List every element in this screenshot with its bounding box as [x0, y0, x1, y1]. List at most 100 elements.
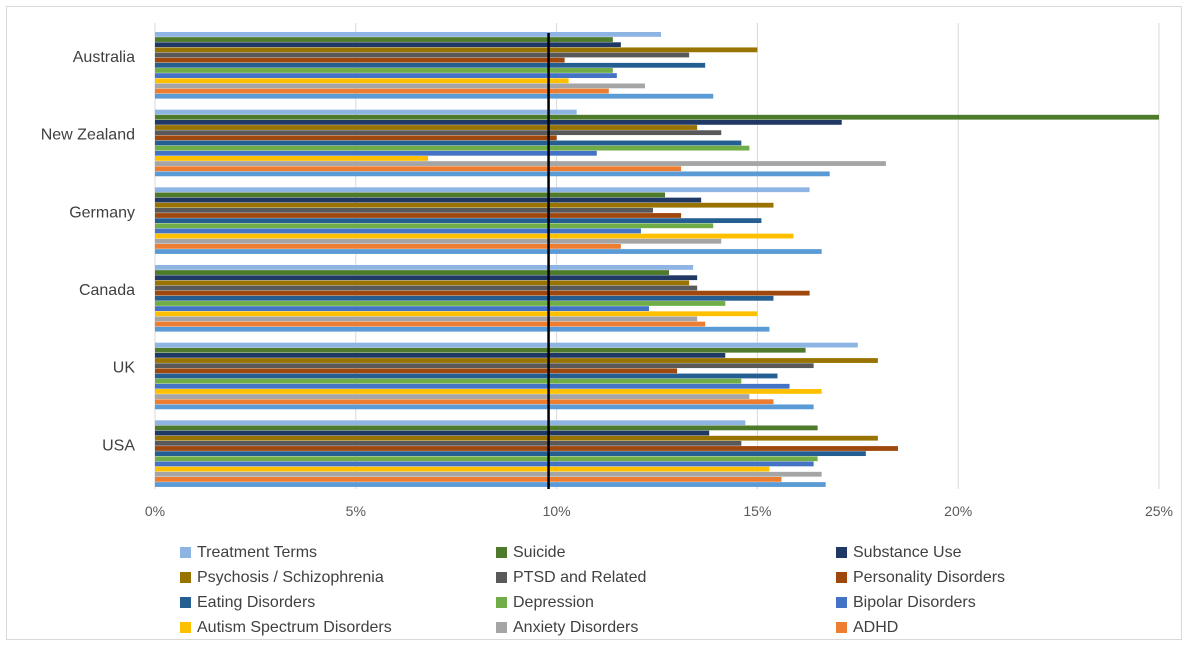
- bar: [155, 456, 818, 462]
- bar: [155, 430, 710, 436]
- legend-swatch: [496, 597, 507, 608]
- bar: [155, 466, 770, 472]
- bar: [155, 161, 886, 166]
- legend-item: ADHD: [836, 619, 898, 636]
- legend-label: PTSD and Related: [513, 569, 646, 586]
- bar: [155, 238, 722, 244]
- bar: [155, 218, 762, 224]
- bar: [155, 358, 878, 363]
- legend-label: Suicide: [513, 544, 566, 561]
- bar: [155, 119, 842, 125]
- bar: [155, 316, 698, 322]
- bar: [155, 435, 878, 441]
- bar: [155, 378, 742, 384]
- legend-item: Treatment Terms: [180, 544, 317, 561]
- x-tick-labels: 0% 5% 10% 15% 20% 25%: [145, 503, 1173, 519]
- bar: [155, 213, 682, 218]
- bar: [155, 249, 822, 254]
- bar: [155, 290, 810, 296]
- bar: [155, 57, 565, 63]
- bar: [155, 373, 778, 379]
- bar: [155, 321, 706, 327]
- bar: [155, 83, 645, 89]
- bar: [155, 389, 822, 394]
- legend-item: Depression: [496, 594, 594, 611]
- bar: [155, 88, 609, 94]
- bar: [155, 311, 758, 317]
- bar: [155, 270, 670, 275]
- bar: [155, 233, 794, 239]
- bar: [155, 47, 758, 53]
- category-label: UK: [113, 360, 136, 377]
- bar: [155, 192, 666, 198]
- legend-swatch: [496, 547, 507, 558]
- bar: [155, 37, 613, 42]
- bar: [155, 476, 782, 482]
- legend-item: Autism Spectrum Disorders: [180, 619, 392, 636]
- legend-swatch: [496, 572, 507, 583]
- gridlines: [154, 23, 1160, 489]
- legend-label: Anxiety Disorders: [513, 619, 638, 636]
- bar: [155, 404, 814, 410]
- legend-item: Substance Use: [836, 544, 962, 561]
- bar: [155, 420, 746, 426]
- bar: [155, 150, 597, 156]
- bar: [155, 42, 621, 48]
- x-tick-label: 25%: [1145, 503, 1173, 519]
- bar: [155, 223, 714, 229]
- legend-swatch: [836, 597, 847, 608]
- bar: [155, 73, 617, 78]
- bar: [155, 363, 814, 369]
- bar: [155, 326, 770, 332]
- bar: [155, 207, 653, 213]
- x-tick-label: 15%: [743, 503, 771, 519]
- bar: [155, 285, 698, 291]
- category-label: Australia: [73, 49, 135, 66]
- bar: [155, 166, 682, 172]
- bar: [155, 228, 641, 234]
- bar: [155, 52, 690, 58]
- bar: [155, 301, 726, 306]
- bar: [155, 265, 694, 270]
- bar: [155, 62, 706, 68]
- bar: [155, 352, 726, 358]
- legend: Treatment Terms Suicide Substance Use Psych…: [180, 544, 1005, 636]
- legend-swatch: [836, 622, 847, 633]
- category-label: Germany: [69, 204, 135, 221]
- x-tick-label: 10%: [543, 503, 571, 519]
- bar: [155, 451, 866, 457]
- legend-label: Autism Spectrum Disorders: [197, 619, 392, 636]
- legend-label: Depression: [513, 594, 594, 611]
- bar: [155, 197, 702, 203]
- bar: [155, 275, 698, 281]
- chart-frame: [6, 6, 1182, 640]
- legend-item: Personality Disorders: [836, 569, 1005, 586]
- bar: [155, 93, 714, 99]
- legend-item: Bipolar Disorders: [836, 594, 976, 611]
- bar: [155, 68, 613, 73]
- legend-item: Psychosis / Schizophrenia: [180, 569, 384, 586]
- legend-item: Suicide: [496, 544, 566, 561]
- category-label: USA: [102, 437, 135, 454]
- bar: [155, 135, 557, 141]
- legend-swatch: [496, 622, 507, 633]
- category-labels: Australia New Zealand Germany Canada UK USA: [41, 49, 136, 454]
- legend-label: ADHD: [853, 619, 898, 636]
- bar: [155, 425, 818, 431]
- legend-item: Anxiety Disorders: [496, 619, 638, 636]
- legend-item: Eating Disorders: [180, 594, 315, 611]
- bar: [155, 446, 898, 451]
- bar: [155, 461, 814, 467]
- bar: [155, 306, 649, 311]
- legend-swatch: [180, 622, 191, 633]
- bar: [155, 347, 806, 353]
- bar: [155, 383, 790, 389]
- legend-label: Eating Disorders: [197, 594, 315, 611]
- bar: [155, 471, 822, 477]
- bar: [155, 243, 621, 249]
- category-label: New Zealand: [41, 127, 135, 144]
- bar: [155, 114, 1159, 120]
- bar: [155, 187, 810, 193]
- legend-swatch: [180, 572, 191, 583]
